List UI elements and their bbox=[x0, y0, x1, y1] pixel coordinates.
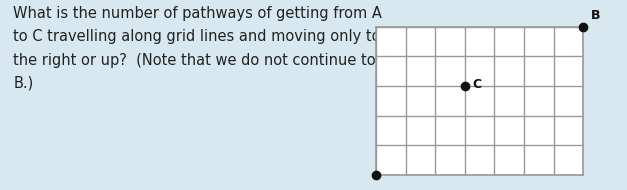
Text: C: C bbox=[472, 78, 482, 91]
Text: B: B bbox=[591, 9, 600, 22]
Text: What is the number of pathways of getting from A
to C travelling along grid line: What is the number of pathways of gettin… bbox=[13, 6, 382, 91]
